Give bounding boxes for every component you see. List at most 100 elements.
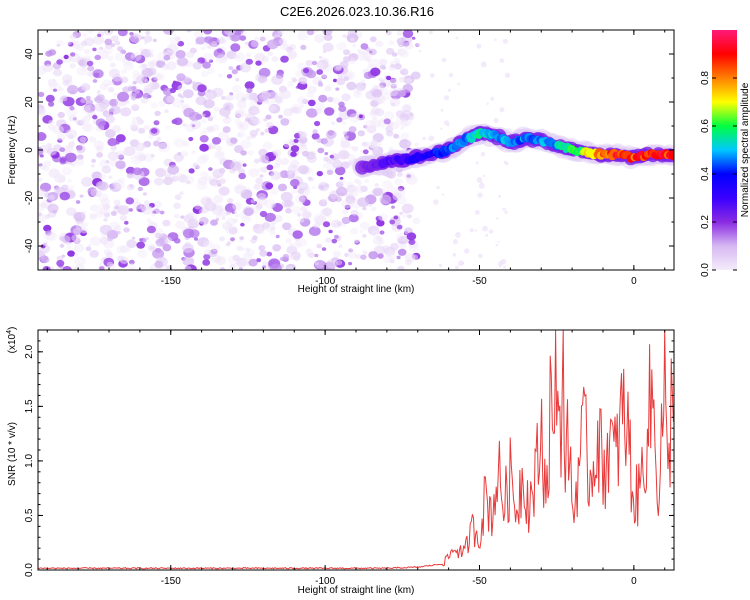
noise-speck [237,168,246,175]
noise-speck [154,260,164,269]
noise-speck [130,52,142,62]
noise-speck [303,67,310,74]
y-tick-label: 0.5 [24,508,35,522]
noise-speck [231,158,237,164]
noise-speck [502,38,508,44]
noise-speck [389,219,396,225]
noise-speck [200,131,205,136]
noise-speck [265,114,272,120]
noise-speck [267,51,274,57]
noise-speck [49,82,62,93]
noise-speck [298,217,305,223]
noise-speck [56,259,65,267]
noise-speck [333,64,343,72]
noise-speck [355,253,362,260]
noise-speck [376,236,383,242]
noise-speck [294,256,300,262]
noise-speck [120,107,132,117]
noise-speck [411,71,421,80]
noise-speck [174,156,183,163]
noise-speck [269,91,279,99]
noise-speck [243,207,254,216]
noise-speck [397,48,406,56]
noise-speck [245,247,251,252]
noise-speck [261,55,270,63]
noise-speck [73,211,86,222]
noise-speck [84,104,96,114]
snr-y-axis: 0.0 0.5 1.0 1.5 2.0 [24,340,674,577]
noise-speck [195,36,206,45]
colorbar-tick-label: 0.8 [700,71,711,85]
noise-speck [274,159,282,166]
noise-speck [370,206,377,212]
noise-speck [376,219,385,227]
noise-speck [164,236,173,244]
noise-speck [70,40,81,50]
noise-speck [56,255,64,262]
noise-speck [312,129,318,134]
noise-speck [72,228,82,235]
noise-speck [372,89,383,98]
noise-speck [200,46,206,51]
colorbar-tick-label: 0.6 [700,119,711,133]
noise-speck [237,131,246,138]
noise-speck [454,265,459,270]
noise-speck [67,84,79,95]
noise-speck [45,63,51,68]
noise-speck [324,152,329,156]
noise-speck [231,69,238,75]
noise-speck [253,184,261,190]
noise-speck [72,30,82,39]
noise-speck [140,36,145,40]
noise-speck [388,146,394,151]
noise-speck [97,181,109,191]
noise-speck [67,42,74,47]
noise-speck [347,30,357,38]
noise-speck [61,96,68,102]
noise-speck [117,255,124,262]
noise-speck [62,74,73,83]
noise-speck [174,194,182,201]
noise-speck [239,62,252,73]
noise-speck [68,141,75,147]
noise-speck [268,103,281,114]
noise-speck [186,51,195,59]
noise-speck [390,64,395,68]
noise-speck [71,234,80,242]
noise-speck [354,192,359,196]
noise-speck [199,135,209,143]
noise-speck [212,87,224,98]
noise-speck [40,182,52,192]
noise-speck [75,44,84,52]
noise-speck [209,178,219,186]
noise-speck [122,150,127,155]
noise-speck [348,214,359,223]
noise-speck [386,30,392,36]
noise-speck [305,59,314,67]
noise-speck [91,158,96,163]
noise-speck [268,105,276,112]
noise-speck [211,115,216,119]
noise-speck [226,211,231,216]
snr-y-multiplier-close: ) [7,327,18,330]
noise-speck [262,141,273,151]
noise-speck [134,88,140,94]
noise-speck [61,166,72,176]
noise-speck [196,180,208,191]
noise-speck [42,63,54,73]
y-tick-label: 20 [24,96,35,108]
noise-speck [152,210,157,214]
noise-speck [132,198,140,204]
noise-speck [375,40,384,48]
noise-speck [143,35,153,43]
noise-speck [245,92,255,101]
noise-speck [342,131,348,135]
noise-speck [66,40,72,46]
noise-speck [107,86,115,93]
noise-speck [179,191,184,196]
noise-speck [414,142,420,147]
noise-speck [403,75,415,85]
noise-speck [177,84,186,92]
noise-speck [81,221,89,228]
noise-speck [300,206,308,212]
